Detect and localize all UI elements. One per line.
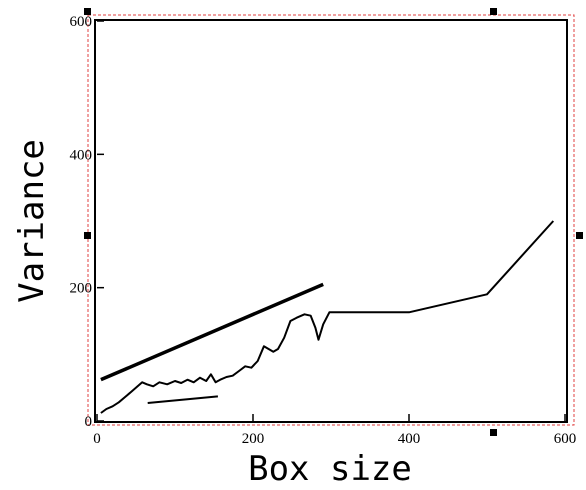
x-tick-label: 200 [242,431,265,447]
selection-handle[interactable] [84,232,91,239]
x-axis-title: Box size [248,449,412,489]
ticks-layer: 0 200 400 600 0 200 400 600 [70,14,577,447]
plot-frame [94,19,568,423]
y-tick-label: 200 [70,281,93,297]
selection-handle[interactable] [84,8,91,15]
x-tick-label: 0 [93,431,101,447]
reference-line-thick [100,282,324,382]
reference-line-thin [147,395,218,404]
selection-handle[interactable] [490,8,497,15]
y-tick-label: 0 [85,414,93,430]
y-tick-label: 400 [70,147,93,163]
y-axis-title: Variance [12,139,52,303]
y-tick-label: 600 [70,14,93,30]
x-tick-label: 600 [554,431,577,447]
reference-lines [100,282,324,404]
series-layer [100,220,555,414]
selection-border [87,14,575,426]
series-line [100,220,555,414]
x-tick-label: 400 [398,431,421,447]
selection-handle[interactable] [576,232,583,239]
selection-handle[interactable] [490,429,497,436]
